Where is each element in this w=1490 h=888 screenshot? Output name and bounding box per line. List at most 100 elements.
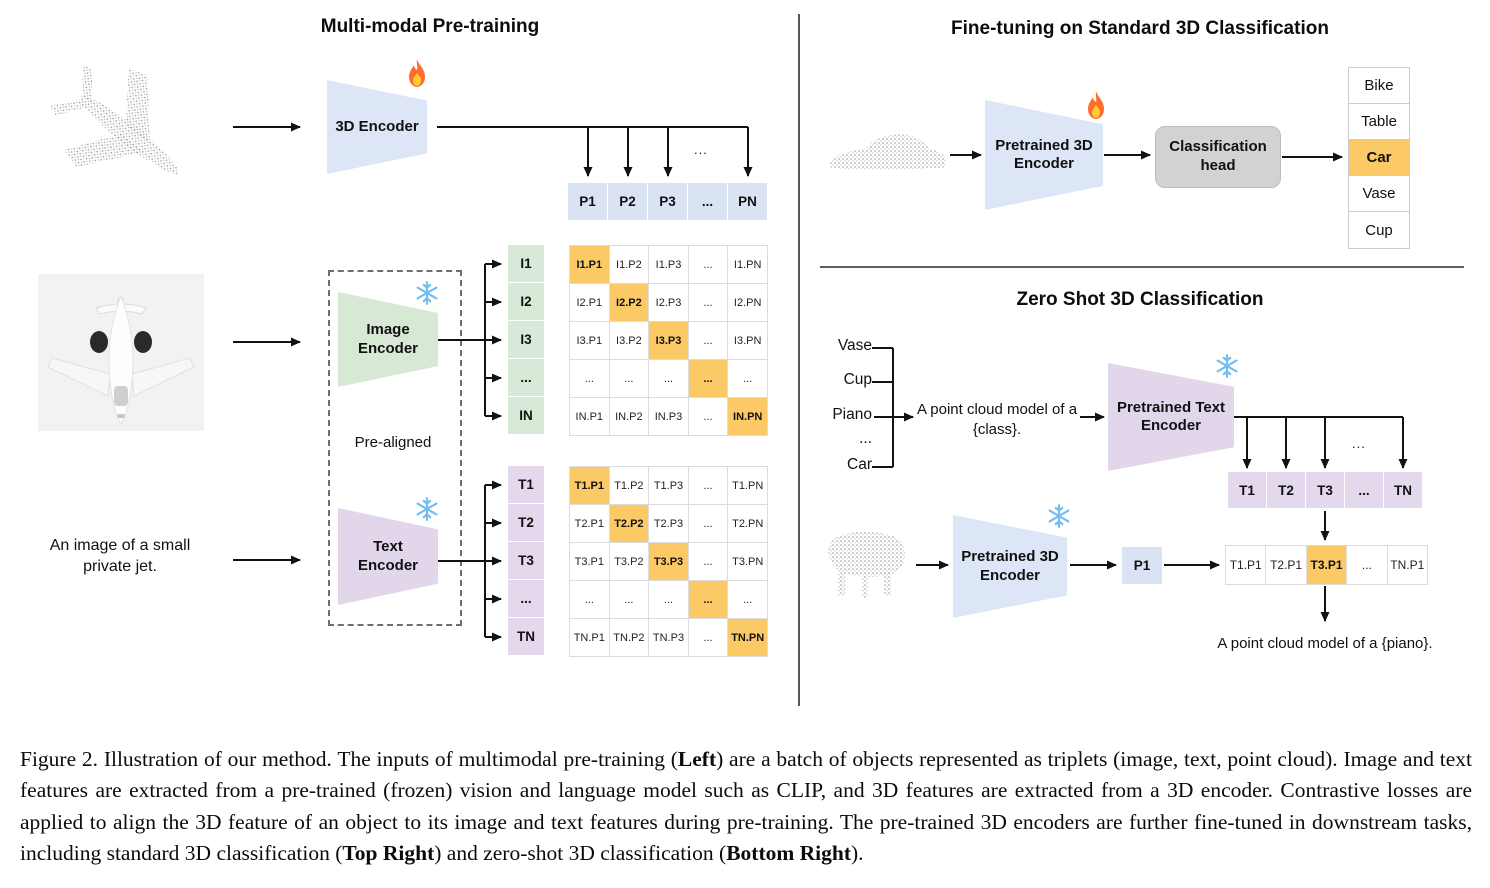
prompt-template: A point cloud model of a {class}. — [916, 401, 1078, 438]
matrix-cell: ... — [688, 360, 728, 397]
caption-segment: ) are a batch of objects represented as … — [20, 746, 1472, 866]
class-list-item: Bike — [1349, 68, 1409, 104]
matrix-cell: I1.P2 — [609, 246, 649, 283]
point-feature-cell: P1 — [568, 183, 607, 220]
image-feature-cell: I2 — [508, 283, 544, 320]
matrix-cell: IN.P1 — [570, 398, 609, 435]
car-point-cloud — [830, 134, 946, 170]
matrix-cell: T2.P2 — [609, 505, 649, 542]
caption-segment: Figure 2. Illustration of our method. Th… — [20, 746, 678, 771]
similarity-cell: ... — [1347, 546, 1387, 584]
pretrained-text-encoder: Pretrained Text Encoder — [1108, 363, 1234, 471]
matrix-cell: ... — [688, 246, 728, 283]
classification-head: Classification head — [1155, 126, 1281, 188]
point-feature-cell: ... — [688, 183, 727, 220]
matrix-cell: IN.P2 — [609, 398, 649, 435]
point-feature-cell: P1 — [1122, 547, 1162, 584]
matrix-cell: I1.P3 — [649, 246, 688, 283]
image-feature-cell: IN — [508, 397, 544, 434]
matrix-cell: ... — [688, 581, 728, 618]
image-encoder-label: Image Encoder — [357, 321, 418, 357]
matrix-cell: IN.P3 — [649, 398, 688, 435]
class-list-item: Car — [1349, 140, 1409, 176]
pretrained-3d-encoder-label: Pretrained 3D Encoder — [995, 136, 1093, 172]
snowflake-icon — [1048, 504, 1070, 528]
piano-point-cloud — [828, 531, 905, 598]
similarity-cell: T3.P1 — [1306, 546, 1347, 584]
candidate-class: Piano — [832, 406, 872, 423]
matrix-cell: ... — [609, 360, 649, 397]
text-point-similarity-matrix: T1.P1 T1.P2 T1.P3... T1.PN T2.P1 T2.P2 T2.P3..… — [569, 466, 768, 657]
matrix-cell: T3.PN — [728, 543, 767, 580]
matrix-cell: T3.P1 — [570, 543, 609, 580]
matrix-cell: I3.P1 — [570, 322, 609, 359]
matrix-cell: I3.P3 — [649, 322, 688, 359]
image-feature-cell: I3 — [508, 321, 544, 358]
candidate-class: ... — [859, 430, 872, 447]
matrix-cell: T3.P3 — [649, 543, 688, 580]
point-feature-cell: P2 — [608, 183, 647, 220]
zeroshot-title: Zero Shot 3D Classification — [1016, 289, 1264, 310]
matrix-cell: ... — [688, 619, 728, 656]
similarity-cell: TN.P1 — [1387, 546, 1427, 584]
matrix-cell: I3.PN — [728, 322, 767, 359]
candidate-class: Car — [847, 456, 872, 473]
matrix-cell: ... — [609, 581, 649, 618]
matrix-cell: I3.P2 — [609, 322, 649, 359]
p-ellipsis: ... — [694, 142, 708, 157]
t-ellipsis: ... — [1352, 436, 1366, 451]
matrix-cell: I1.P1 — [570, 246, 609, 283]
image-feature-cell: ... — [508, 359, 544, 396]
matrix-cell: TN.PN — [728, 619, 767, 656]
pre-aligned-label: Pre-aligned — [354, 434, 432, 451]
jet-image — [38, 274, 204, 431]
matrix-cell: I2.PN — [728, 284, 767, 321]
matrix-cell: IN.PN — [728, 398, 767, 435]
text-feature-cell: ... — [508, 580, 544, 617]
matrix-cell: ... — [688, 467, 728, 504]
image-feature-cell: I1 — [508, 245, 544, 282]
matrix-cell: I2.P3 — [649, 284, 688, 321]
point-feature-row: P1 P2 P3... PN — [568, 183, 767, 220]
matrix-cell: ... — [688, 284, 728, 321]
candidate-class: Vase — [837, 337, 872, 354]
class-list-item: Table — [1349, 104, 1409, 140]
text-feature-cell: T2 — [1267, 472, 1305, 508]
text-feature-cell: T3 — [508, 542, 544, 579]
matrix-cell: ... — [570, 360, 609, 397]
class-list-item: Vase — [1349, 176, 1409, 212]
matrix-cell: I2.P2 — [609, 284, 649, 321]
text-feature-cell: ... — [1345, 472, 1383, 508]
matrix-cell: T3.P2 — [609, 543, 649, 580]
matrix-cell: TN.P2 — [609, 619, 649, 656]
class-list: Bike Table Car Vase Cup — [1348, 67, 1410, 249]
snowflake-icon — [416, 497, 438, 521]
caption-segment: Bottom Right — [726, 841, 852, 866]
text-feature-cell: TN — [1384, 472, 1422, 508]
matrix-cell: T1.P1 — [570, 467, 609, 504]
matrix-cell: TN.P3 — [649, 619, 688, 656]
point-feature-cell: PN — [728, 183, 767, 220]
image-feature-column: I1 I2 I3... IN — [508, 245, 544, 434]
caption-segment: ) and zero-shot 3D classification ( — [434, 841, 727, 866]
matrix-cell: ... — [688, 398, 728, 435]
result-text: A point cloud model of a {piano}. — [1217, 635, 1433, 652]
matrix-cell: ... — [728, 581, 767, 618]
input-caption: An image of a small private jet. — [49, 537, 191, 575]
matrix-cell: ... — [688, 543, 728, 580]
text-feature-cell: T2 — [508, 504, 544, 541]
fire-icon — [1088, 91, 1104, 120]
text-encoder-label: Text Encoder — [357, 538, 418, 574]
candidate-class: Cup — [843, 371, 872, 388]
encoder-3d-label: 3D Encoder — [335, 117, 419, 135]
matrix-cell: ... — [570, 581, 609, 618]
snowflake-icon — [1216, 354, 1238, 378]
caption-segment: ). — [851, 841, 864, 866]
caption-segment: Left — [677, 746, 717, 771]
text-feature-column: T1 T2 T3... TN — [508, 466, 544, 655]
matrix-cell: TN.P1 — [570, 619, 609, 656]
pretraining-title: Multi-modal Pre-training — [320, 16, 540, 37]
similarity-row: T1.P1 T2.P1 T3.P1... TN.P1 — [1225, 545, 1428, 585]
zeroshot-3d-encoder: Pretrained 3D Encoder — [953, 515, 1067, 618]
finetuning-title: Fine-tuning on Standard 3D Classificatio… — [951, 18, 1329, 39]
